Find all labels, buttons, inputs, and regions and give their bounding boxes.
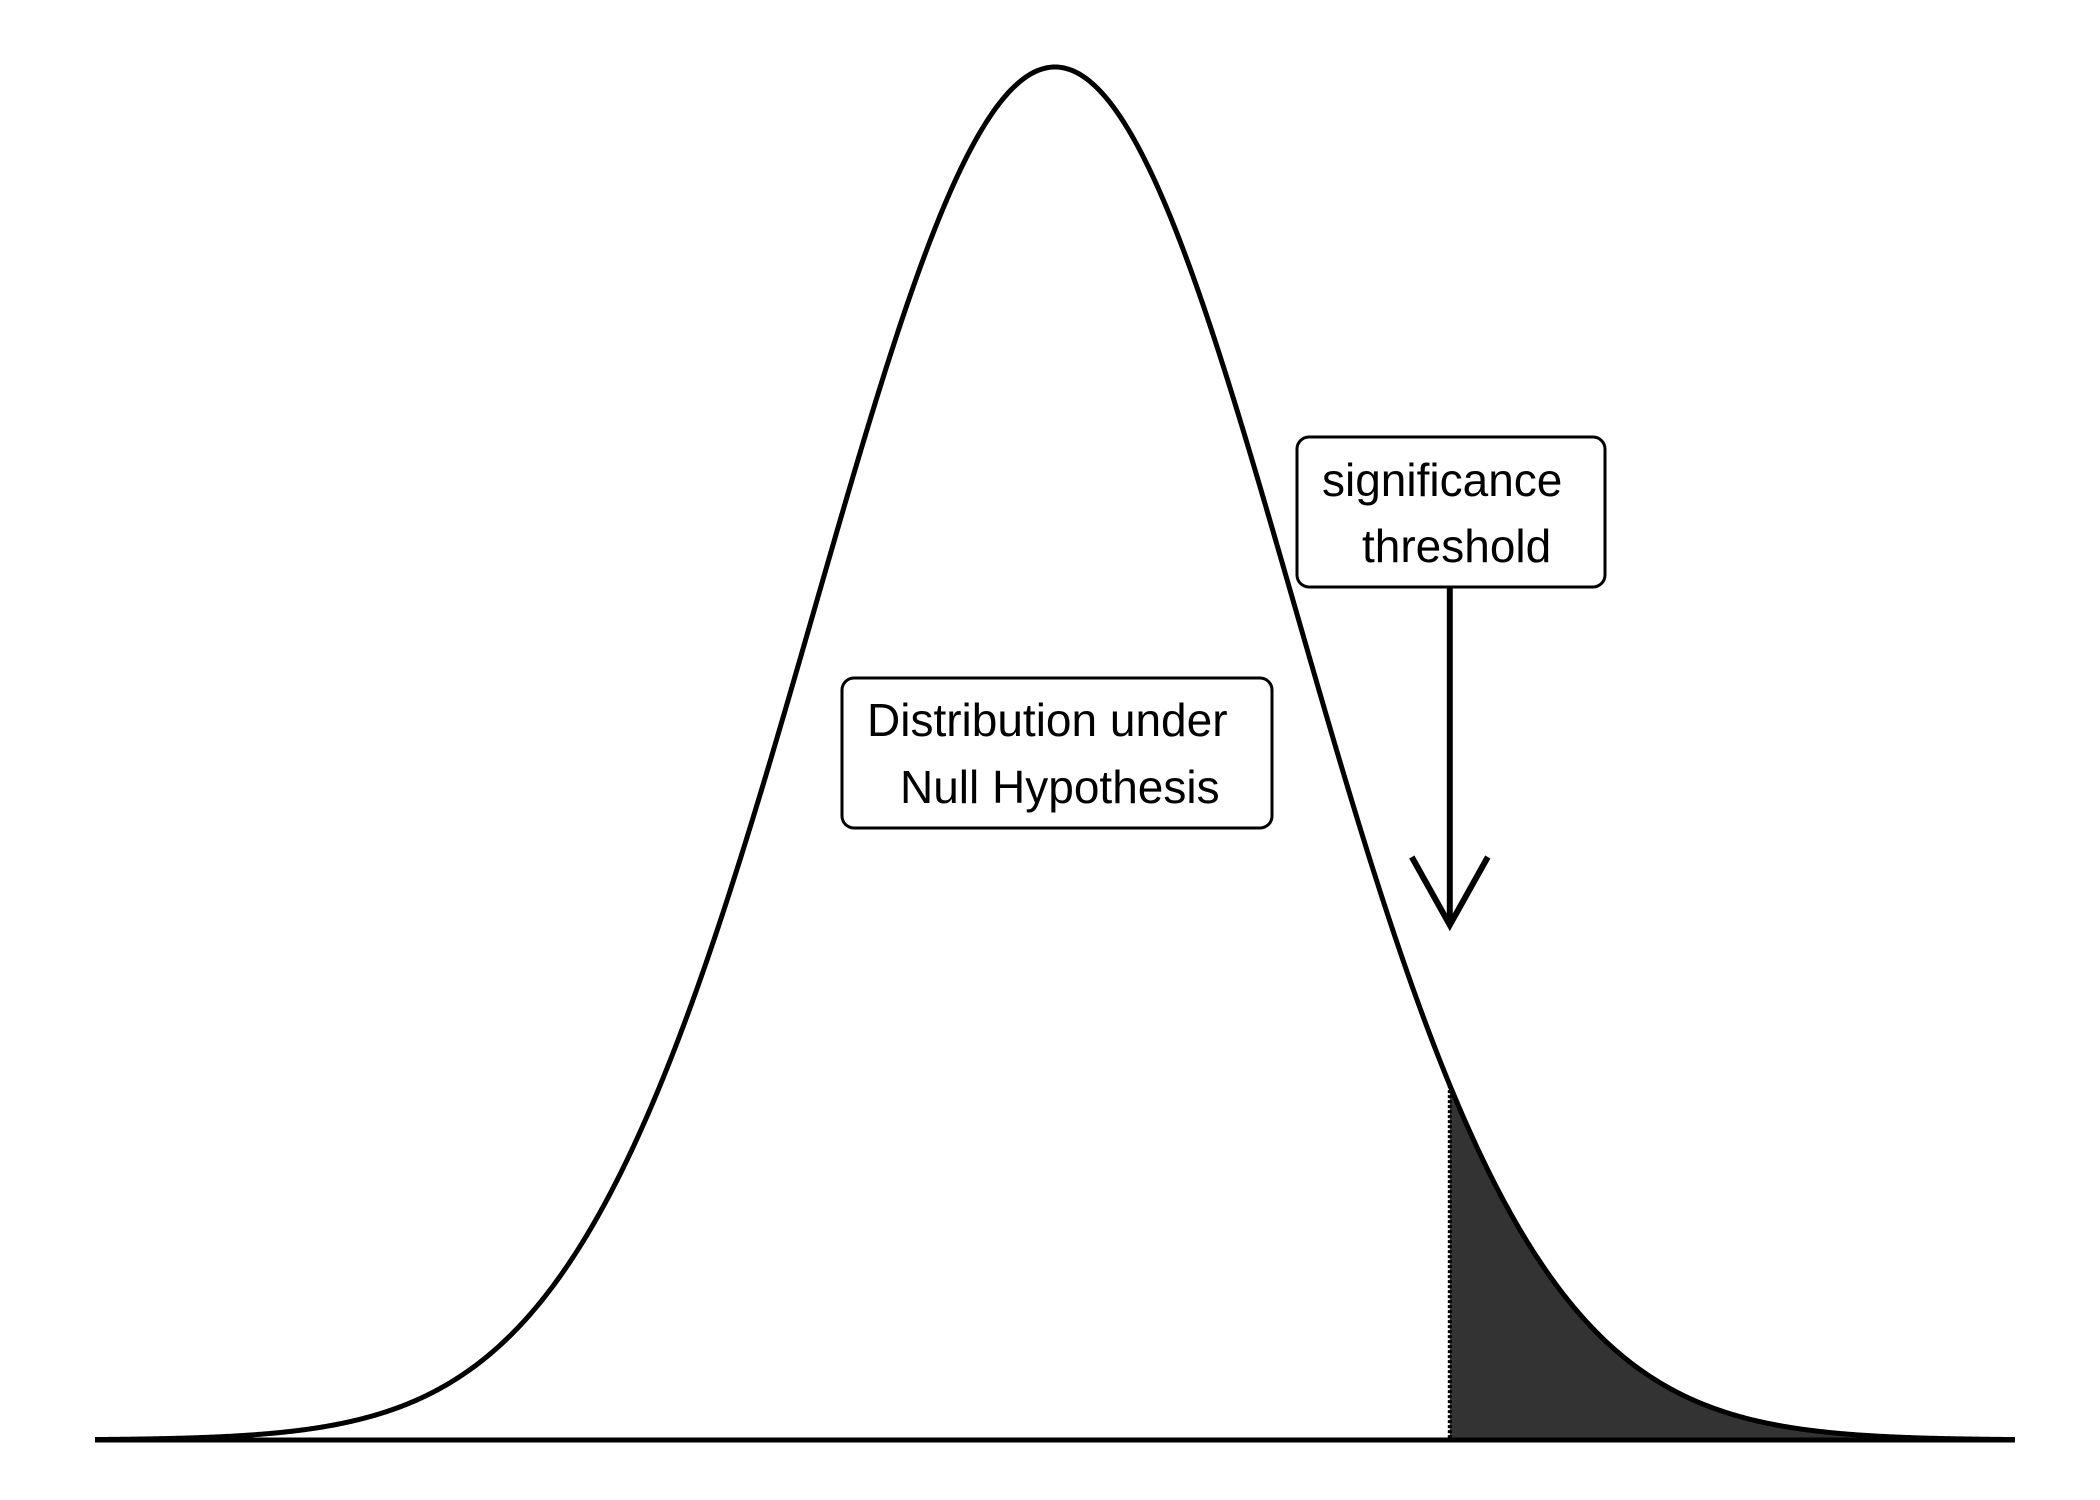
distribution-label-line1: Distribution under	[867, 694, 1228, 746]
threshold-label-box	[1295, 435, 1607, 589]
distribution-label-line2: Null Hypothesis	[900, 761, 1220, 813]
threshold-label-line1: significance	[1322, 454, 1562, 506]
threshold-label-line2: threshold	[1362, 520, 1551, 572]
distribution-label: Distribution under Null Hypothesis	[840, 676, 1274, 830]
threshold-label: significance threshold	[1295, 435, 1607, 589]
null-distribution-curve	[94, 64, 2016, 1443]
threshold-arrow-head-icon	[1409, 855, 1491, 932]
distribution-label-box	[840, 676, 1274, 830]
rejection-region	[1449, 1085, 2015, 1440]
